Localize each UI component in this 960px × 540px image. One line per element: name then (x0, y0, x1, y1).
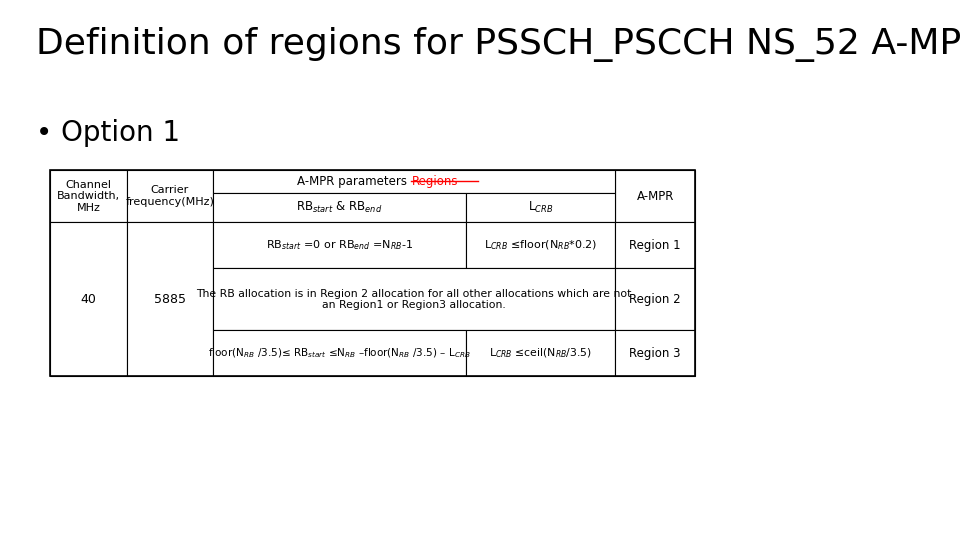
Bar (127, 170, 213, 222)
Bar (615, 170, 695, 222)
Bar (50, 170, 695, 376)
Bar (213, 330, 466, 376)
Text: A-MPR parameters: A-MPR parameters (297, 175, 411, 188)
Text: floor(N$_{RB}$ /3.5)≤ RB$_{start}$ ≤N$_{RB}$ –floor(N$_{RB}$ /3.5) – L$_{CRB}$: floor(N$_{RB}$ /3.5)≤ RB$_{start}$ ≤N$_{… (208, 347, 470, 360)
Text: Definition of regions for PSSCH_PSCCH NS_52 A-MPR: Definition of regions for PSSCH_PSCCH NS… (36, 27, 960, 62)
Text: The RB allocation is in Region 2 allocation for all other allocations which are : The RB allocation is in Region 2 allocat… (197, 288, 632, 310)
Text: Carrier
frequency(MHz): Carrier frequency(MHz) (126, 185, 214, 207)
Bar (615, 330, 695, 376)
Text: Channel
Bandwidth,
MHz: Channel Bandwidth, MHz (57, 180, 120, 213)
Bar (50, 170, 127, 222)
Bar (615, 222, 695, 268)
Bar (127, 222, 213, 376)
Text: Regions: Regions (412, 175, 459, 188)
Bar (213, 268, 615, 330)
Bar (213, 222, 466, 268)
Text: 40: 40 (81, 293, 96, 306)
Text: Region 3: Region 3 (630, 347, 681, 360)
Text: L$_{CRB}$: L$_{CRB}$ (528, 200, 553, 215)
Bar (466, 193, 615, 222)
Bar (213, 193, 466, 222)
Text: Region 1: Region 1 (630, 239, 681, 252)
Text: • Option 1: • Option 1 (36, 119, 180, 147)
Text: L$_{CRB}$ ≤ceil(N$_{RB}$/3.5): L$_{CRB}$ ≤ceil(N$_{RB}$/3.5) (489, 347, 592, 360)
Bar (466, 330, 615, 376)
Text: RB$_{start}$ =0 or RB$_{end}$ =N$_{RB}$-1: RB$_{start}$ =0 or RB$_{end}$ =N$_{RB}$-… (266, 239, 413, 252)
Text: A-MPR: A-MPR (636, 190, 674, 203)
Text: L$_{CRB}$ ≤floor(N$_{RB}$*0.2): L$_{CRB}$ ≤floor(N$_{RB}$*0.2) (484, 239, 597, 252)
Bar (615, 268, 695, 330)
Bar (466, 222, 615, 268)
Text: 5885: 5885 (154, 293, 186, 306)
Bar (50, 222, 127, 376)
Text: RB$_{start}$ & RB$_{end}$: RB$_{start}$ & RB$_{end}$ (297, 200, 382, 215)
Text: Region 2: Region 2 (630, 293, 681, 306)
Bar (213, 170, 615, 193)
